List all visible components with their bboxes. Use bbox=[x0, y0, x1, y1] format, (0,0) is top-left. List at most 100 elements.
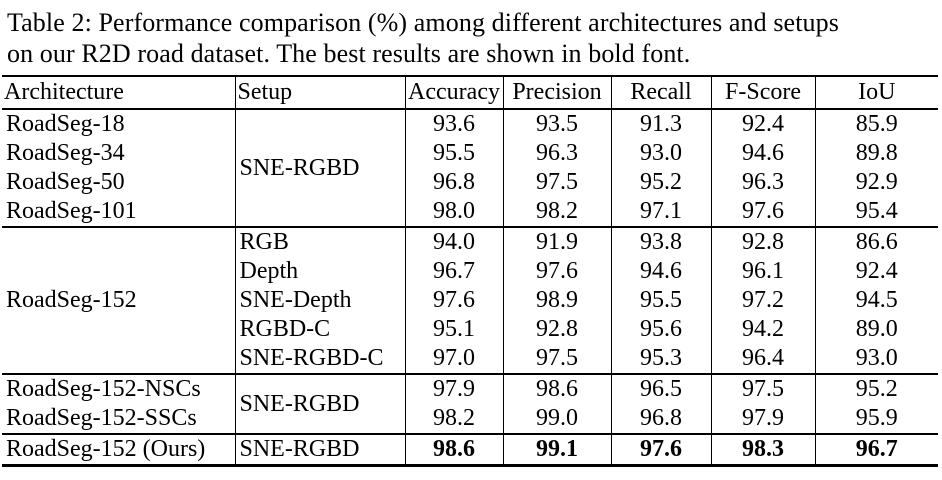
table-row: RoadSeg-152-SSCs 98.2 99.0 96.8 97.9 95.… bbox=[2, 404, 938, 434]
value-cell: 91.9 bbox=[502, 226, 611, 257]
table-row: RoadSeg-50 96.8 97.5 95.2 96.3 92.9 bbox=[2, 168, 938, 197]
value-cell: 98.6 bbox=[502, 373, 611, 404]
setup-cell: SNE-RGBD bbox=[234, 373, 405, 434]
value-cell: 89.8 bbox=[814, 139, 938, 168]
value-cell: 92.9 bbox=[814, 168, 938, 197]
setup-cell: SNE-RGBD bbox=[234, 109, 405, 227]
col-header-setup: Setup bbox=[234, 75, 405, 110]
value-cell: 95.5 bbox=[404, 139, 503, 168]
value-cell: 99.1 bbox=[502, 433, 611, 467]
value-cell: 93.0 bbox=[814, 344, 938, 374]
value-cell: 97.0 bbox=[404, 344, 503, 374]
value-cell: 98.6 bbox=[404, 433, 503, 467]
architecture-cell: RoadSeg-34 bbox=[6, 140, 125, 166]
setup-cell: SNE-Depth bbox=[234, 286, 405, 315]
value-cell: 97.6 bbox=[610, 433, 711, 467]
setup-cell: RGB bbox=[234, 226, 405, 257]
value-cell: 95.3 bbox=[610, 344, 711, 374]
col-header-recall: Recall bbox=[610, 75, 711, 110]
value-cell: 95.6 bbox=[610, 315, 711, 344]
col-header-architecture: Architecture bbox=[2, 75, 235, 110]
architecture-cell: RoadSeg-152-SSCs bbox=[6, 405, 197, 431]
value-cell: 95.5 bbox=[610, 286, 711, 315]
architecture-cell: RoadSeg-50 bbox=[6, 169, 125, 195]
architecture-cell: RoadSeg-152-NSCs bbox=[2, 373, 235, 404]
value-cell: 98.0 bbox=[404, 197, 503, 227]
value-cell: 98.3 bbox=[710, 433, 815, 467]
value-cell: 95.2 bbox=[610, 168, 711, 197]
value-cell: 97.6 bbox=[710, 197, 815, 227]
value-cell: 97.9 bbox=[404, 373, 503, 404]
value-cell: 97.9 bbox=[710, 404, 815, 434]
table-caption: Table 2: Performance comparison (%) amon… bbox=[7, 7, 938, 69]
value-cell: 99.0 bbox=[502, 404, 611, 434]
value-cell: 97.6 bbox=[502, 257, 611, 286]
value-cell: 94.2 bbox=[710, 315, 815, 344]
value-cell: 95.9 bbox=[814, 404, 938, 434]
value-cell: 91.3 bbox=[610, 109, 711, 139]
value-cell: 96.7 bbox=[814, 433, 938, 467]
value-cell: 94.6 bbox=[710, 139, 815, 168]
caption-line-1: Table 2: Performance comparison (%) amon… bbox=[7, 8, 839, 37]
value-cell: 97.5 bbox=[710, 373, 815, 404]
value-cell: 94.5 bbox=[814, 286, 938, 315]
value-cell: 98.2 bbox=[404, 404, 503, 434]
value-cell: 96.1 bbox=[710, 257, 815, 286]
value-cell: 98.2 bbox=[502, 197, 611, 227]
value-cell: 93.6 bbox=[404, 109, 503, 139]
performance-table: Architecture Setup Accuracy Precision Re… bbox=[2, 75, 938, 467]
value-cell: 96.4 bbox=[710, 344, 815, 374]
col-header-accuracy: Accuracy bbox=[404, 75, 503, 110]
table-row: RoadSeg-18 SNE-RGBD 93.6 93.5 91.3 92.4 … bbox=[2, 109, 938, 227]
value-cell: 96.3 bbox=[502, 139, 611, 168]
value-cell: 93.8 bbox=[610, 226, 711, 257]
table-row-ours: RoadSeg-152 (Ours) SNE-RGBD 98.6 99.1 97… bbox=[2, 433, 938, 467]
table-row: RoadSeg-152 RGB 94.0 91.9 93.8 92.8 86.6 bbox=[2, 226, 938, 374]
value-cell: 85.9 bbox=[814, 109, 938, 139]
table-row: RGBD-C 95.1 92.8 95.6 94.2 89.0 bbox=[2, 315, 938, 344]
value-cell: 96.8 bbox=[404, 168, 503, 197]
value-cell: 94.6 bbox=[610, 257, 711, 286]
value-cell: 96.3 bbox=[710, 168, 815, 197]
value-cell: 96.5 bbox=[610, 373, 711, 404]
value-cell: 98.9 bbox=[502, 286, 611, 315]
header-row: Architecture Setup Accuracy Precision Re… bbox=[2, 75, 938, 110]
value-cell: 95.4 bbox=[814, 197, 938, 227]
table-row: SNE-RGBD-C 97.0 97.5 95.3 96.4 93.0 bbox=[2, 344, 938, 374]
table-row: SNE-Depth 97.6 98.9 95.5 97.2 94.5 bbox=[2, 286, 938, 315]
value-cell: 96.7 bbox=[404, 257, 503, 286]
table-row: RoadSeg-101 98.0 98.2 97.1 97.6 95.4 bbox=[2, 197, 938, 227]
caption-line-2: on our R2D road dataset. The best result… bbox=[7, 39, 691, 68]
value-cell: 89.0 bbox=[814, 315, 938, 344]
value-cell: 97.6 bbox=[404, 286, 503, 315]
table-row: Depth 96.7 97.6 94.6 96.1 92.4 bbox=[2, 257, 938, 286]
col-header-fscore: F-Score bbox=[710, 75, 815, 110]
value-cell: 95.1 bbox=[404, 315, 503, 344]
setup-cell: SNE-RGBD-C bbox=[234, 344, 405, 374]
value-cell: 93.0 bbox=[610, 139, 711, 168]
col-header-iou: IoU bbox=[814, 75, 938, 110]
architecture-cell: RoadSeg-152 (Ours) bbox=[2, 433, 235, 467]
setup-cell: RGBD-C bbox=[234, 315, 405, 344]
value-cell: 97.1 bbox=[610, 197, 711, 227]
col-header-precision: Precision bbox=[502, 75, 611, 110]
architecture-cell: RoadSeg-101 bbox=[6, 198, 137, 224]
value-cell: 93.5 bbox=[502, 109, 611, 139]
value-cell: 92.4 bbox=[814, 257, 938, 286]
value-cell: 86.6 bbox=[814, 226, 938, 257]
value-cell: 97.5 bbox=[502, 168, 611, 197]
value-cell: 96.8 bbox=[610, 404, 711, 434]
table-row: RoadSeg-152-NSCs SNE-RGBD 97.9 98.6 96.5… bbox=[2, 373, 938, 434]
architecture-cell: RoadSeg-152 bbox=[2, 226, 235, 374]
architecture-cell: RoadSeg-18 bbox=[6, 111, 125, 137]
value-cell: 94.0 bbox=[404, 226, 503, 257]
setup-cell: SNE-RGBD bbox=[234, 433, 405, 467]
value-cell: 92.8 bbox=[710, 226, 815, 257]
value-cell: 97.2 bbox=[710, 286, 815, 315]
setup-cell: Depth bbox=[234, 257, 405, 286]
value-cell: 95.2 bbox=[814, 373, 938, 404]
value-cell: 97.5 bbox=[502, 344, 611, 374]
value-cell: 92.4 bbox=[710, 109, 815, 139]
value-cell: 92.8 bbox=[502, 315, 611, 344]
